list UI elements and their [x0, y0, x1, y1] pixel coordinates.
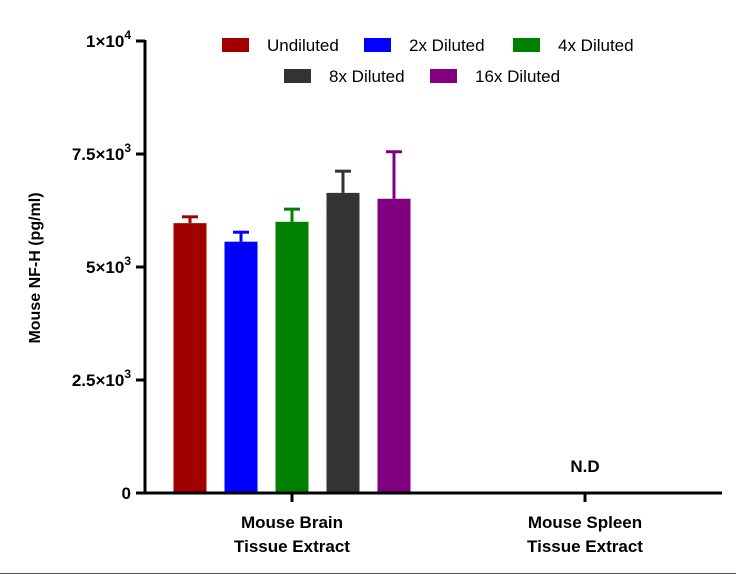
x-tick-label-0-1: Tissue Extract	[234, 537, 350, 556]
y-tick-label-4: 1×104	[86, 28, 131, 51]
legend-swatch-2	[513, 38, 540, 52]
y-tick-exponent-2: 3	[124, 254, 131, 268]
y-tick-exponent-1: 3	[124, 367, 131, 381]
legend-label-2: 4x Diluted	[558, 36, 634, 55]
y-tick-exponent-3: 3	[124, 141, 131, 155]
annotations: N.D	[570, 457, 599, 476]
x-tick-label-0-0: Mouse Brain	[241, 513, 343, 532]
y-tick-label-1: 2.5×103	[72, 367, 131, 390]
y-tick-label-3: 7.5×103	[72, 141, 131, 164]
legend-label-4: 16x Diluted	[475, 67, 560, 86]
legend-label-1: 2x Diluted	[409, 36, 485, 55]
legend: Undiluted 2x Diluted 4x Diluted 8x Diluted 1…	[222, 36, 634, 86]
bottom-divider	[0, 573, 736, 574]
axes: 0 2.5×103 5×103 7.5×103 1×104 Mouse Brain Tiss…	[72, 28, 722, 556]
legend-label-0: Undiluted	[267, 36, 339, 55]
bar-1-0	[224, 241, 258, 493]
y-axis-title: Mouse NF-H (pg/ml)	[27, 192, 44, 343]
y-tick-label-0: 0	[122, 484, 131, 503]
x-tick-label-1-0: Mouse Spleen	[528, 513, 642, 532]
y-tick-label-2: 5×103	[86, 254, 131, 277]
legend-swatch-0	[222, 38, 249, 52]
bar-2-0	[275, 221, 309, 494]
legend-label-3: 8x Diluted	[329, 67, 405, 86]
x-tick-label-1-1: Tissue Extract	[527, 537, 643, 556]
bars	[173, 150, 411, 494]
annotation-0: N.D	[570, 457, 599, 476]
bar-3-0	[326, 192, 360, 493]
y-tick-exponent-4: 4	[124, 28, 131, 42]
bar-0-0	[173, 223, 207, 493]
legend-swatch-4	[430, 69, 457, 83]
bar-4-0	[377, 198, 411, 494]
legend-swatch-1	[364, 38, 391, 52]
legend-swatch-3	[284, 69, 311, 83]
